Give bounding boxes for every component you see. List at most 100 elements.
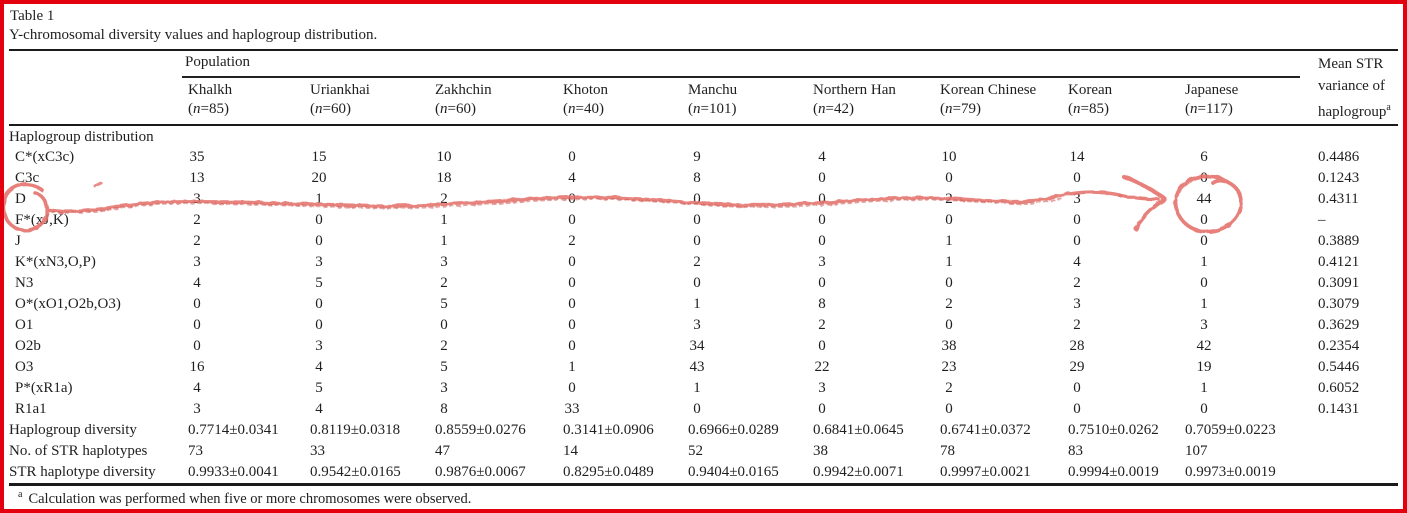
value-cell: 8	[693, 170, 701, 186]
value-cell: 0	[193, 317, 201, 333]
column-n: (n=60)	[310, 101, 351, 117]
value-cell: 0	[1200, 275, 1208, 291]
value-cell: 0	[315, 296, 323, 312]
value-cell: 0	[315, 212, 323, 228]
row-label: J	[15, 233, 21, 249]
column-n: (n=79)	[940, 101, 981, 117]
mean-str-column-header: Mean STR variance of haplogroupa	[1318, 53, 1391, 123]
mean-cell: 0.1431	[1318, 401, 1360, 417]
mean-cell: 0.3091	[1318, 275, 1360, 291]
value-cell: 4	[315, 359, 323, 375]
value-cell: 43	[689, 359, 705, 375]
table-body: Haplogroup distribution C*(xC3c) 35 15 10 0 9…	[9, 127, 1399, 483]
value-cell: 0.8559±0.0276	[435, 422, 526, 438]
value-cell: 6	[1200, 149, 1208, 165]
value-cell: 47	[435, 443, 450, 459]
column-header: Zakhchin (n=60)	[435, 81, 563, 119]
value-cell: 0	[693, 275, 701, 291]
value-cell: 0	[693, 212, 701, 228]
value-cell: 2	[945, 191, 953, 207]
value-cell: 34	[689, 338, 705, 354]
value-cell: 1	[1200, 254, 1208, 270]
row-label: F*(xJ,K)	[15, 212, 69, 228]
value-cell: 4	[1073, 254, 1081, 270]
value-cell: 0	[945, 170, 953, 186]
mean-cell: 0.3079	[1318, 296, 1360, 312]
value-cell: 78	[940, 443, 955, 459]
value-cell: 16	[189, 359, 205, 375]
column-header: Japanese (n=117)	[1185, 81, 1318, 119]
mean-header-line: variance of	[1318, 78, 1386, 94]
value-cell: 0	[568, 212, 576, 228]
value-cell: 3	[693, 317, 701, 333]
row-label: P*(xR1a)	[15, 380, 73, 396]
value-cell: 3	[315, 254, 323, 270]
summary-row: STR haplotype diversity 0.9933±0.0041 0.95…	[9, 462, 1399, 483]
column-n: (n=85)	[1068, 101, 1109, 117]
value-cell: 0.7059±0.0223	[1185, 422, 1276, 438]
value-cell: 14	[563, 443, 578, 459]
value-cell: 2	[440, 338, 448, 354]
mean-cell: 0.6052	[1318, 380, 1360, 396]
value-cell: 3	[440, 254, 448, 270]
table-row: R1a1 3 4 8 33 0 0 0 0 0 0.1431	[9, 399, 1399, 420]
row-label: N3	[15, 275, 34, 291]
mean-header-line: Mean STR	[1318, 56, 1384, 72]
column-n: (n=101)	[688, 101, 737, 117]
header-spacer	[9, 81, 188, 119]
summary-row: Haplogroup diversity 0.7714±0.0341 0.8119±…	[9, 420, 1399, 441]
value-cell: 0.8119±0.0318	[310, 422, 401, 438]
value-cell: 0	[1073, 380, 1081, 396]
column-header: Korean (n=85)	[1068, 81, 1185, 119]
value-cell: 3	[818, 254, 826, 270]
column-name: Manchu	[688, 82, 738, 98]
value-cell: 0	[1200, 233, 1208, 249]
value-cell: 5	[315, 380, 323, 396]
value-cell: 19	[1196, 359, 1212, 375]
column-name: Khalkh	[188, 82, 233, 98]
value-cell: 2	[193, 233, 201, 249]
table-row: K*(xN3,O,P) 3 3 3 0 2 3 1 4 1 0.4121	[9, 252, 1399, 273]
value-cell: 44	[1196, 191, 1212, 207]
value-cell: 33	[310, 443, 325, 459]
section-label: Haplogroup distribution	[9, 129, 154, 145]
value-cell: 0	[818, 338, 826, 354]
value-cell: 38	[941, 338, 957, 354]
mean-cell: 0.3629	[1318, 317, 1360, 333]
value-cell: 42	[1196, 338, 1212, 354]
value-cell: 2	[193, 212, 201, 228]
row-label: O*(xO1,O2b,O3)	[15, 296, 121, 312]
row-label: O2b	[15, 338, 41, 354]
table-row: P*(xR1a) 4 5 3 0 1 3 2 0 1 0.6052	[9, 378, 1399, 399]
table-row: C*(xC3c) 35 15 10 0 9 4 10 14 6 0.4486	[9, 147, 1399, 168]
row-label: R1a1	[15, 401, 47, 417]
value-cell: 4	[193, 380, 201, 396]
value-cell: 2	[945, 380, 953, 396]
table-row: D 3 1 2 0 0 0 2 3 44 0.4311	[9, 189, 1399, 210]
table-row: J 2 0 1 2 0 0 1 0 0 0.3889	[9, 231, 1399, 252]
value-cell: 0.9933±0.0041	[188, 464, 279, 480]
value-cell: 0	[568, 254, 576, 270]
column-name: Zakhchin	[435, 82, 492, 98]
value-cell: 73	[188, 443, 203, 459]
mean-cell	[1318, 441, 1399, 462]
value-cell: 2	[568, 233, 576, 249]
value-cell: 3	[440, 380, 448, 396]
column-name: Khoton	[563, 82, 608, 98]
value-cell: 1	[693, 380, 701, 396]
value-cell: 0.9404±0.0165	[688, 464, 779, 480]
value-cell: 0	[1200, 401, 1208, 417]
value-cell: 0.9942±0.0071	[813, 464, 904, 480]
value-cell: 0	[315, 233, 323, 249]
value-cell: 0	[568, 275, 576, 291]
value-cell: 0	[945, 401, 953, 417]
column-header: Korean Chinese (n=79)	[940, 81, 1068, 119]
rule-top	[9, 49, 1398, 51]
value-cell: 10	[941, 149, 957, 165]
value-cell: 0	[818, 170, 826, 186]
value-cell: 28	[1069, 338, 1085, 354]
value-cell: 3	[193, 254, 201, 270]
value-cell: 0	[693, 191, 701, 207]
value-cell: 5	[440, 359, 448, 375]
value-cell: 0	[568, 317, 576, 333]
